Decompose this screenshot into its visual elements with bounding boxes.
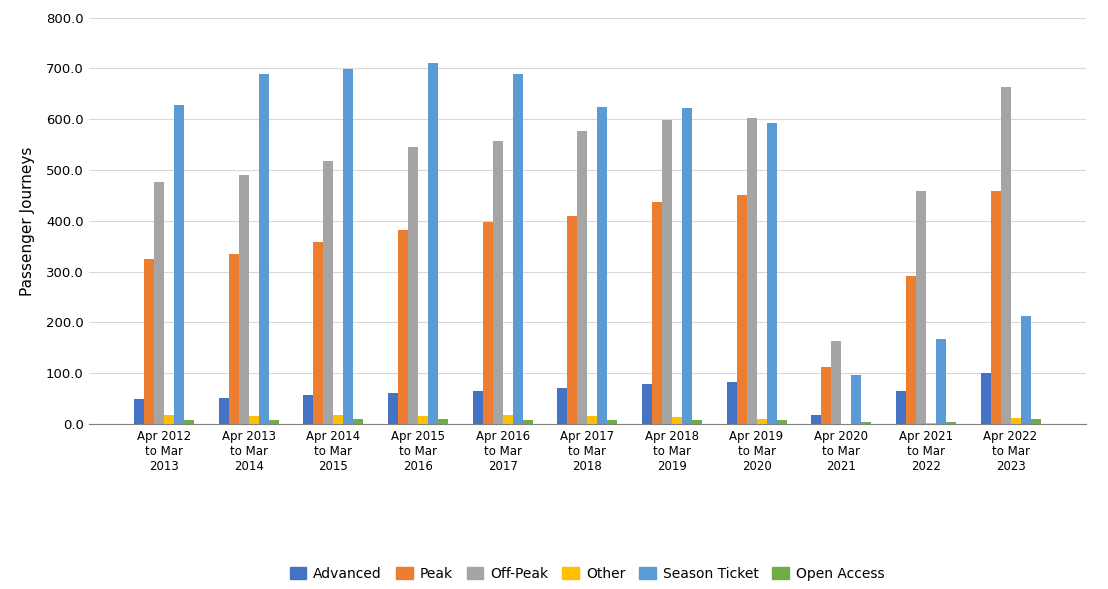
Bar [757, 419, 767, 424]
Bar [831, 341, 841, 424]
Bar [906, 276, 916, 424]
Bar [154, 182, 164, 424]
Bar [428, 64, 438, 424]
Bar [607, 419, 617, 424]
Y-axis label: Passenger Journeys: Passenger Journeys [20, 146, 35, 296]
Bar [408, 147, 418, 424]
Bar [238, 175, 248, 424]
Bar [652, 201, 661, 424]
Bar [353, 419, 363, 424]
Bar [268, 419, 278, 424]
Bar [681, 108, 691, 424]
Bar [926, 422, 936, 424]
Bar [324, 161, 334, 424]
Bar [642, 385, 652, 424]
Legend: Advanced, Peak, Off-Peak, Other, Season Ticket, Open Access: Advanced, Peak, Off-Peak, Other, Season … [284, 561, 891, 586]
Bar [523, 419, 533, 424]
Bar [304, 395, 314, 424]
Bar [991, 191, 1001, 424]
Bar [184, 419, 194, 424]
Bar [557, 388, 567, 424]
Bar [248, 416, 258, 424]
Bar [218, 398, 228, 424]
Bar [727, 382, 737, 424]
Bar [144, 259, 154, 424]
Bar [851, 375, 861, 424]
Bar [587, 416, 597, 424]
Bar [661, 120, 671, 424]
Bar [388, 393, 398, 424]
Bar [936, 339, 946, 424]
Bar [398, 230, 408, 424]
Bar [483, 222, 493, 424]
Bar [1001, 87, 1010, 424]
Bar [1010, 418, 1020, 424]
Bar [597, 107, 607, 424]
Bar [343, 70, 353, 424]
Bar [473, 391, 483, 424]
Bar [777, 419, 787, 424]
Bar [314, 242, 324, 424]
Bar [493, 141, 503, 424]
Bar [747, 118, 757, 424]
Bar [811, 415, 821, 424]
Bar [577, 131, 587, 424]
Bar [164, 415, 174, 424]
Bar [334, 415, 343, 424]
Bar [134, 399, 144, 424]
Bar [567, 216, 577, 424]
Bar [671, 417, 681, 424]
Bar [821, 367, 831, 424]
Bar [418, 416, 428, 424]
Bar [896, 391, 906, 424]
Bar [503, 415, 513, 424]
Bar [228, 254, 238, 424]
Bar [438, 419, 448, 424]
Bar [1030, 419, 1040, 424]
Bar [258, 74, 268, 424]
Bar [861, 422, 871, 424]
Bar [981, 373, 991, 424]
Bar [1020, 316, 1030, 424]
Bar [737, 196, 747, 424]
Bar [691, 419, 701, 424]
Bar [767, 123, 777, 424]
Bar [946, 422, 956, 424]
Bar [513, 74, 523, 424]
Bar [916, 191, 926, 424]
Bar [174, 105, 184, 424]
